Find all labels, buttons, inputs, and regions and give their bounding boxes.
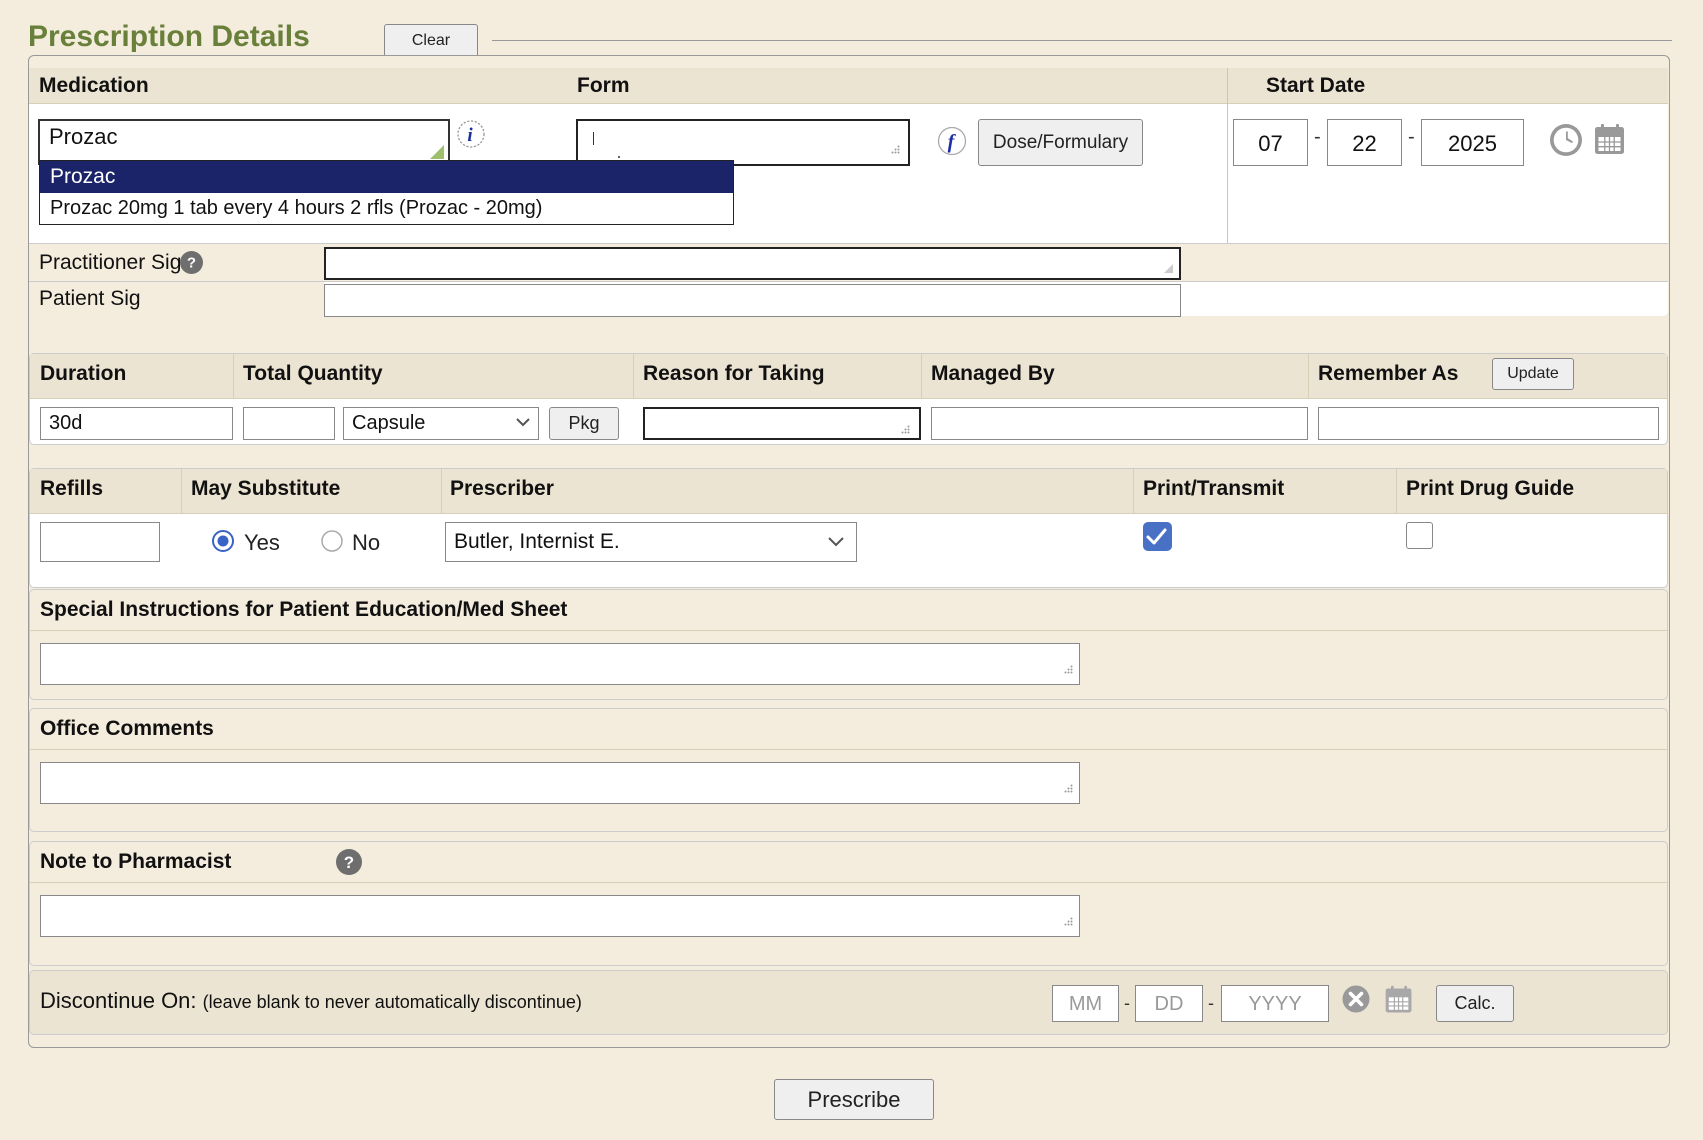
svg-text:i: i — [467, 125, 473, 146]
svg-text:?: ? — [344, 853, 354, 872]
svg-text:?: ? — [187, 255, 196, 272]
